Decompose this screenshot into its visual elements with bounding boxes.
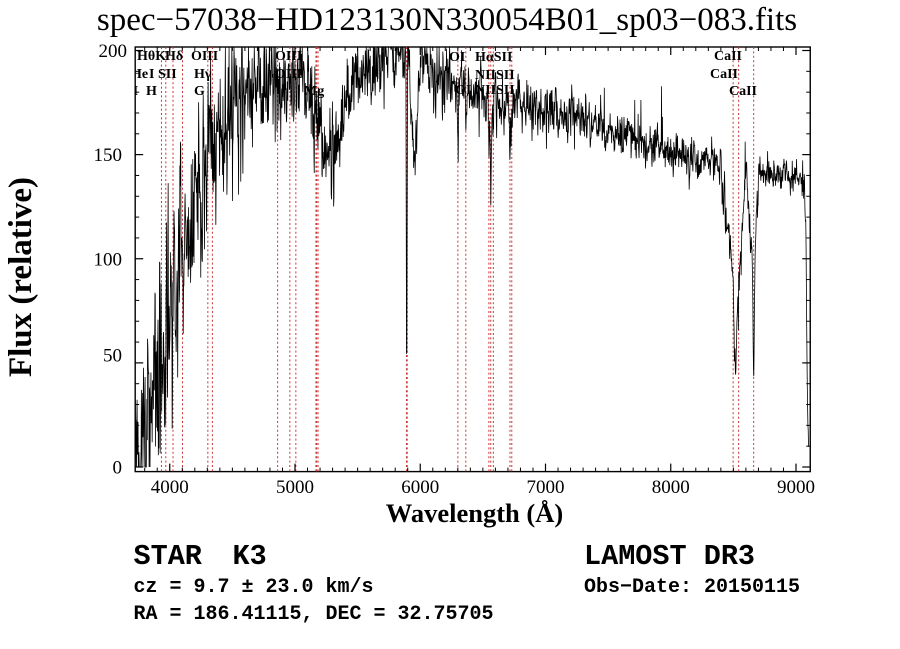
svg-text:I: I [149,67,154,82]
svg-text:CaII: CaII [714,49,742,64]
svg-text:cz = 9.7 ± 23.0 km/s: cz = 9.7 ± 23.0 km/s [134,576,374,599]
svg-text:5000: 5000 [276,477,314,498]
svg-text:Obs−Date: 20150115: Obs−Date: 20150115 [584,576,800,599]
svg-text:200: 200 [99,41,128,62]
svg-text:LAMOST DR3: LAMOST DR3 [584,540,755,573]
svg-text:100: 100 [94,250,123,271]
svg-text:0: 0 [113,458,123,479]
svg-text:50: 50 [103,346,122,367]
svg-text:OI: OI [449,50,465,65]
svg-text:CaII: CaII [710,67,738,82]
svg-text:HθK: HθK [137,49,166,64]
svg-text:7000: 7000 [527,477,565,498]
svg-text:K3: K3 [233,540,267,573]
svg-text:Wavelength (Å): Wavelength (Å) [386,498,563,528]
svg-text:NIISII: NIISII [475,83,515,98]
svg-text:Flux (relative): Flux (relative) [3,177,39,377]
svg-text:Mg: Mg [304,84,324,99]
svg-text:9000: 9000 [777,477,815,498]
svg-text:8000: 8000 [652,477,690,498]
svg-text:STAR: STAR [134,540,203,573]
svg-text:OIII: OIII [275,67,302,82]
svg-text:Hδ: Hδ [165,49,183,64]
svg-text:H: H [146,84,157,99]
svg-text:Hγ: Hγ [194,67,212,82]
svg-text:spec−57038−HD123130N330054B01_: spec−57038−HD123130N330054B01_sp03−083.f… [97,2,797,38]
svg-text:NIISII: NIISII [475,68,515,83]
svg-text:6000: 6000 [401,477,439,498]
svg-text:HαSII: HαSII [475,50,512,65]
svg-text:4000: 4000 [151,477,189,498]
svg-text:RA = 186.41115, DEC = 32.757: RA = 186.41115, DEC = 32.75705 [134,603,494,626]
svg-text:150: 150 [94,145,123,166]
svg-text:CaII: CaII [729,84,757,99]
svg-text:OI: OI [455,83,471,98]
svg-text:SII: SII [158,67,177,82]
svg-text:G: G [194,84,205,99]
svg-text:OIII: OIII [191,49,218,64]
svg-text:OIII: OIII [275,49,302,64]
